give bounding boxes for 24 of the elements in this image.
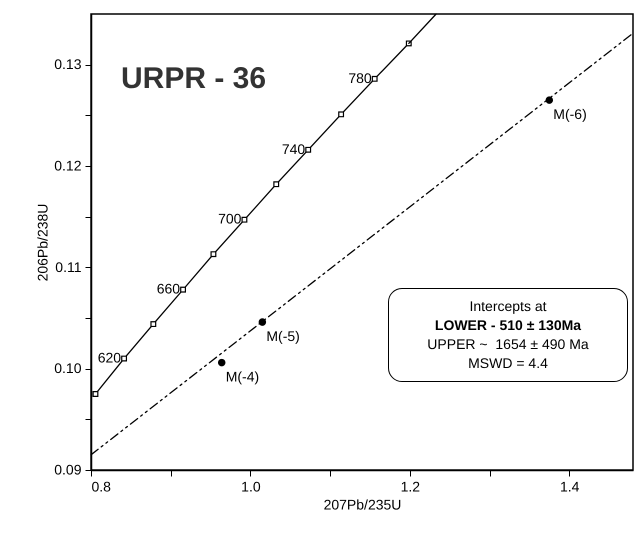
x-tick-label: 0.8 (92, 478, 112, 494)
y-tick-label: 0.13 (54, 56, 82, 72)
x-tick-label: 1.4 (560, 478, 580, 494)
annotation: UPPER ~ 1654 ± 490 Ma (426, 335, 590, 354)
annotation: LOWER - 510 ± 130Ma (434, 316, 582, 335)
annotation: 620 (98, 350, 122, 366)
x-axis-title: 207Pb/235U (324, 496, 402, 512)
y-tick-label: 0.11 (55, 258, 82, 275)
annotation: M(-4) (226, 368, 260, 385)
annotation: URPR - 36 (121, 62, 266, 95)
annotation: MSWD = 4.4 (467, 354, 549, 373)
x-tick-label: 1.0 (241, 478, 261, 494)
annotation: M(-5) (266, 328, 300, 344)
y-tick-label: 0.12 (54, 158, 82, 174)
annotation: 740 (282, 140, 306, 157)
annotation: 660 (156, 280, 180, 297)
y-tick-label: 0.10 (54, 360, 82, 376)
annotation: M(-6) (553, 106, 587, 122)
annotation: Intercepts at (468, 297, 548, 316)
y-tick-label: 0.09 (54, 462, 82, 478)
annotation: 700 (218, 210, 242, 227)
annotation: 780 (348, 70, 372, 86)
x-tick-label: 1.2 (400, 478, 420, 494)
y-axis-title: 206Pb/238U (34, 204, 50, 282)
